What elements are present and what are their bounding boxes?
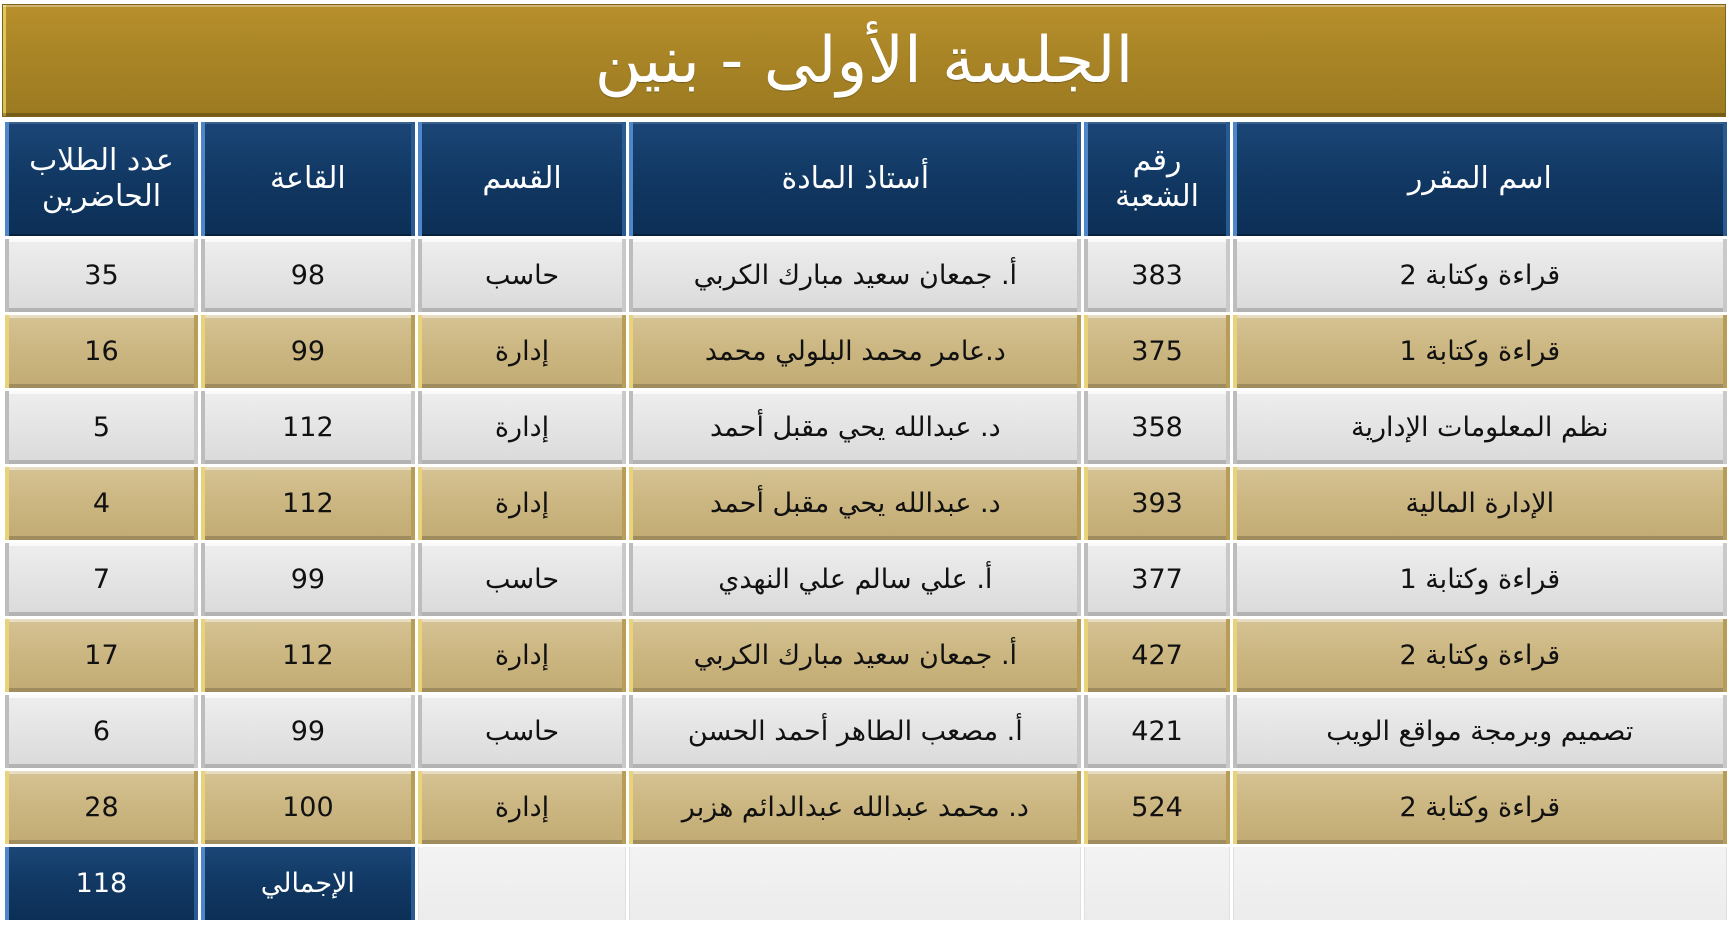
cell-instructor: د. عبدالله يحي مقبل أحمد [629, 391, 1082, 464]
cell-instructor: أ. علي سالم علي النهدي [629, 543, 1082, 616]
cell-instructor: د. محمد عبدالله عبدالدائم هزبر [629, 771, 1082, 844]
cell-hall: 100 [200, 771, 415, 844]
cell-hall: 112 [200, 467, 415, 540]
header-instructor: أستاذ المادة [629, 122, 1082, 236]
cell-attendance: 4 [5, 467, 198, 540]
header-row: اسم المقرر رقم الشعبة أستاذ المادة القسم… [5, 122, 1727, 236]
empty-cell [1084, 847, 1230, 920]
cell-attendance: 28 [5, 771, 198, 844]
cell-department: إدارة [417, 315, 627, 388]
cell-section: 524 [1084, 771, 1230, 844]
cell-department: إدارة [417, 391, 627, 464]
cell-hall: 98 [200, 239, 415, 312]
cell-instructor: أ. جمعان سعيد مبارك الكربي [629, 619, 1082, 692]
total-value: 118 [5, 847, 198, 920]
cell-attendance: 7 [5, 543, 198, 616]
empty-cell [1232, 847, 1727, 920]
cell-instructor: د. عبدالله يحي مقبل أحمد [629, 467, 1082, 540]
cell-department: إدارة [417, 771, 627, 844]
cell-hall: 99 [200, 695, 415, 768]
cell-course: قراءة وكتابة 2 [1232, 239, 1727, 312]
cell-section: 383 [1084, 239, 1230, 312]
cell-course: نظم المعلومات الإدارية [1232, 391, 1727, 464]
table-row: الإدارة المالية 393 د. عبدالله يحي مقبل … [5, 467, 1727, 540]
cell-section: 427 [1084, 619, 1230, 692]
page-title: الجلسة الأولى - بنين [2, 4, 1726, 117]
table-row: قراءة وكتابة 2 524 د. محمد عبدالله عبدال… [5, 771, 1727, 844]
cell-course: قراءة وكتابة 2 [1232, 771, 1727, 844]
cell-instructor: أ. مصعب الطاهر أحمد الحسن [629, 695, 1082, 768]
cell-attendance: 35 [5, 239, 198, 312]
session-table: اسم المقرر رقم الشعبة أستاذ المادة القسم… [2, 119, 1730, 923]
header-hall: القاعة [200, 122, 415, 236]
table-row: قراءة وكتابة 1 377 أ. علي سالم علي النهد… [5, 543, 1727, 616]
table-row: قراءة وكتابة 2 383 أ. جمعان سعيد مبارك ا… [5, 239, 1727, 312]
table-row: قراءة وكتابة 2 427 أ. جمعان سعيد مبارك ا… [5, 619, 1727, 692]
cell-course: قراءة وكتابة 1 [1232, 315, 1727, 388]
cell-instructor: أ. جمعان سعيد مبارك الكربي [629, 239, 1082, 312]
cell-attendance: 5 [5, 391, 198, 464]
table-row: نظم المعلومات الإدارية 358 د. عبدالله يح… [5, 391, 1727, 464]
empty-cell [629, 847, 1082, 920]
cell-instructor: د.عامر محمد البلولي محمد [629, 315, 1082, 388]
cell-hall: 112 [200, 619, 415, 692]
cell-attendance: 6 [5, 695, 198, 768]
cell-section: 377 [1084, 543, 1230, 616]
empty-cell [417, 847, 627, 920]
table-row: تصميم وبرمجة مواقع الويب 421 أ. مصعب الط… [5, 695, 1727, 768]
total-label: الإجمالي [200, 847, 415, 920]
cell-course: قراءة وكتابة 2 [1232, 619, 1727, 692]
cell-course: تصميم وبرمجة مواقع الويب [1232, 695, 1727, 768]
cell-section: 375 [1084, 315, 1230, 388]
cell-department: إدارة [417, 467, 627, 540]
cell-section: 421 [1084, 695, 1230, 768]
cell-hall: 99 [200, 315, 415, 388]
total-row: الإجمالي 118 [5, 847, 1727, 920]
cell-section: 358 [1084, 391, 1230, 464]
cell-attendance: 17 [5, 619, 198, 692]
cell-course: الإدارة المالية [1232, 467, 1727, 540]
cell-department: حاسب [417, 543, 627, 616]
cell-course: قراءة وكتابة 1 [1232, 543, 1727, 616]
cell-hall: 99 [200, 543, 415, 616]
header-section: رقم الشعبة [1084, 122, 1230, 236]
header-course: اسم المقرر [1232, 122, 1727, 236]
cell-attendance: 16 [5, 315, 198, 388]
header-department: القسم [417, 122, 627, 236]
table-row: قراءة وكتابة 1 375 د.عامر محمد البلولي م… [5, 315, 1727, 388]
cell-department: إدارة [417, 619, 627, 692]
cell-department: حاسب [417, 695, 627, 768]
header-attendance: عدد الطلاب الحاضرين [5, 122, 198, 236]
cell-department: حاسب [417, 239, 627, 312]
cell-hall: 112 [200, 391, 415, 464]
cell-section: 393 [1084, 467, 1230, 540]
